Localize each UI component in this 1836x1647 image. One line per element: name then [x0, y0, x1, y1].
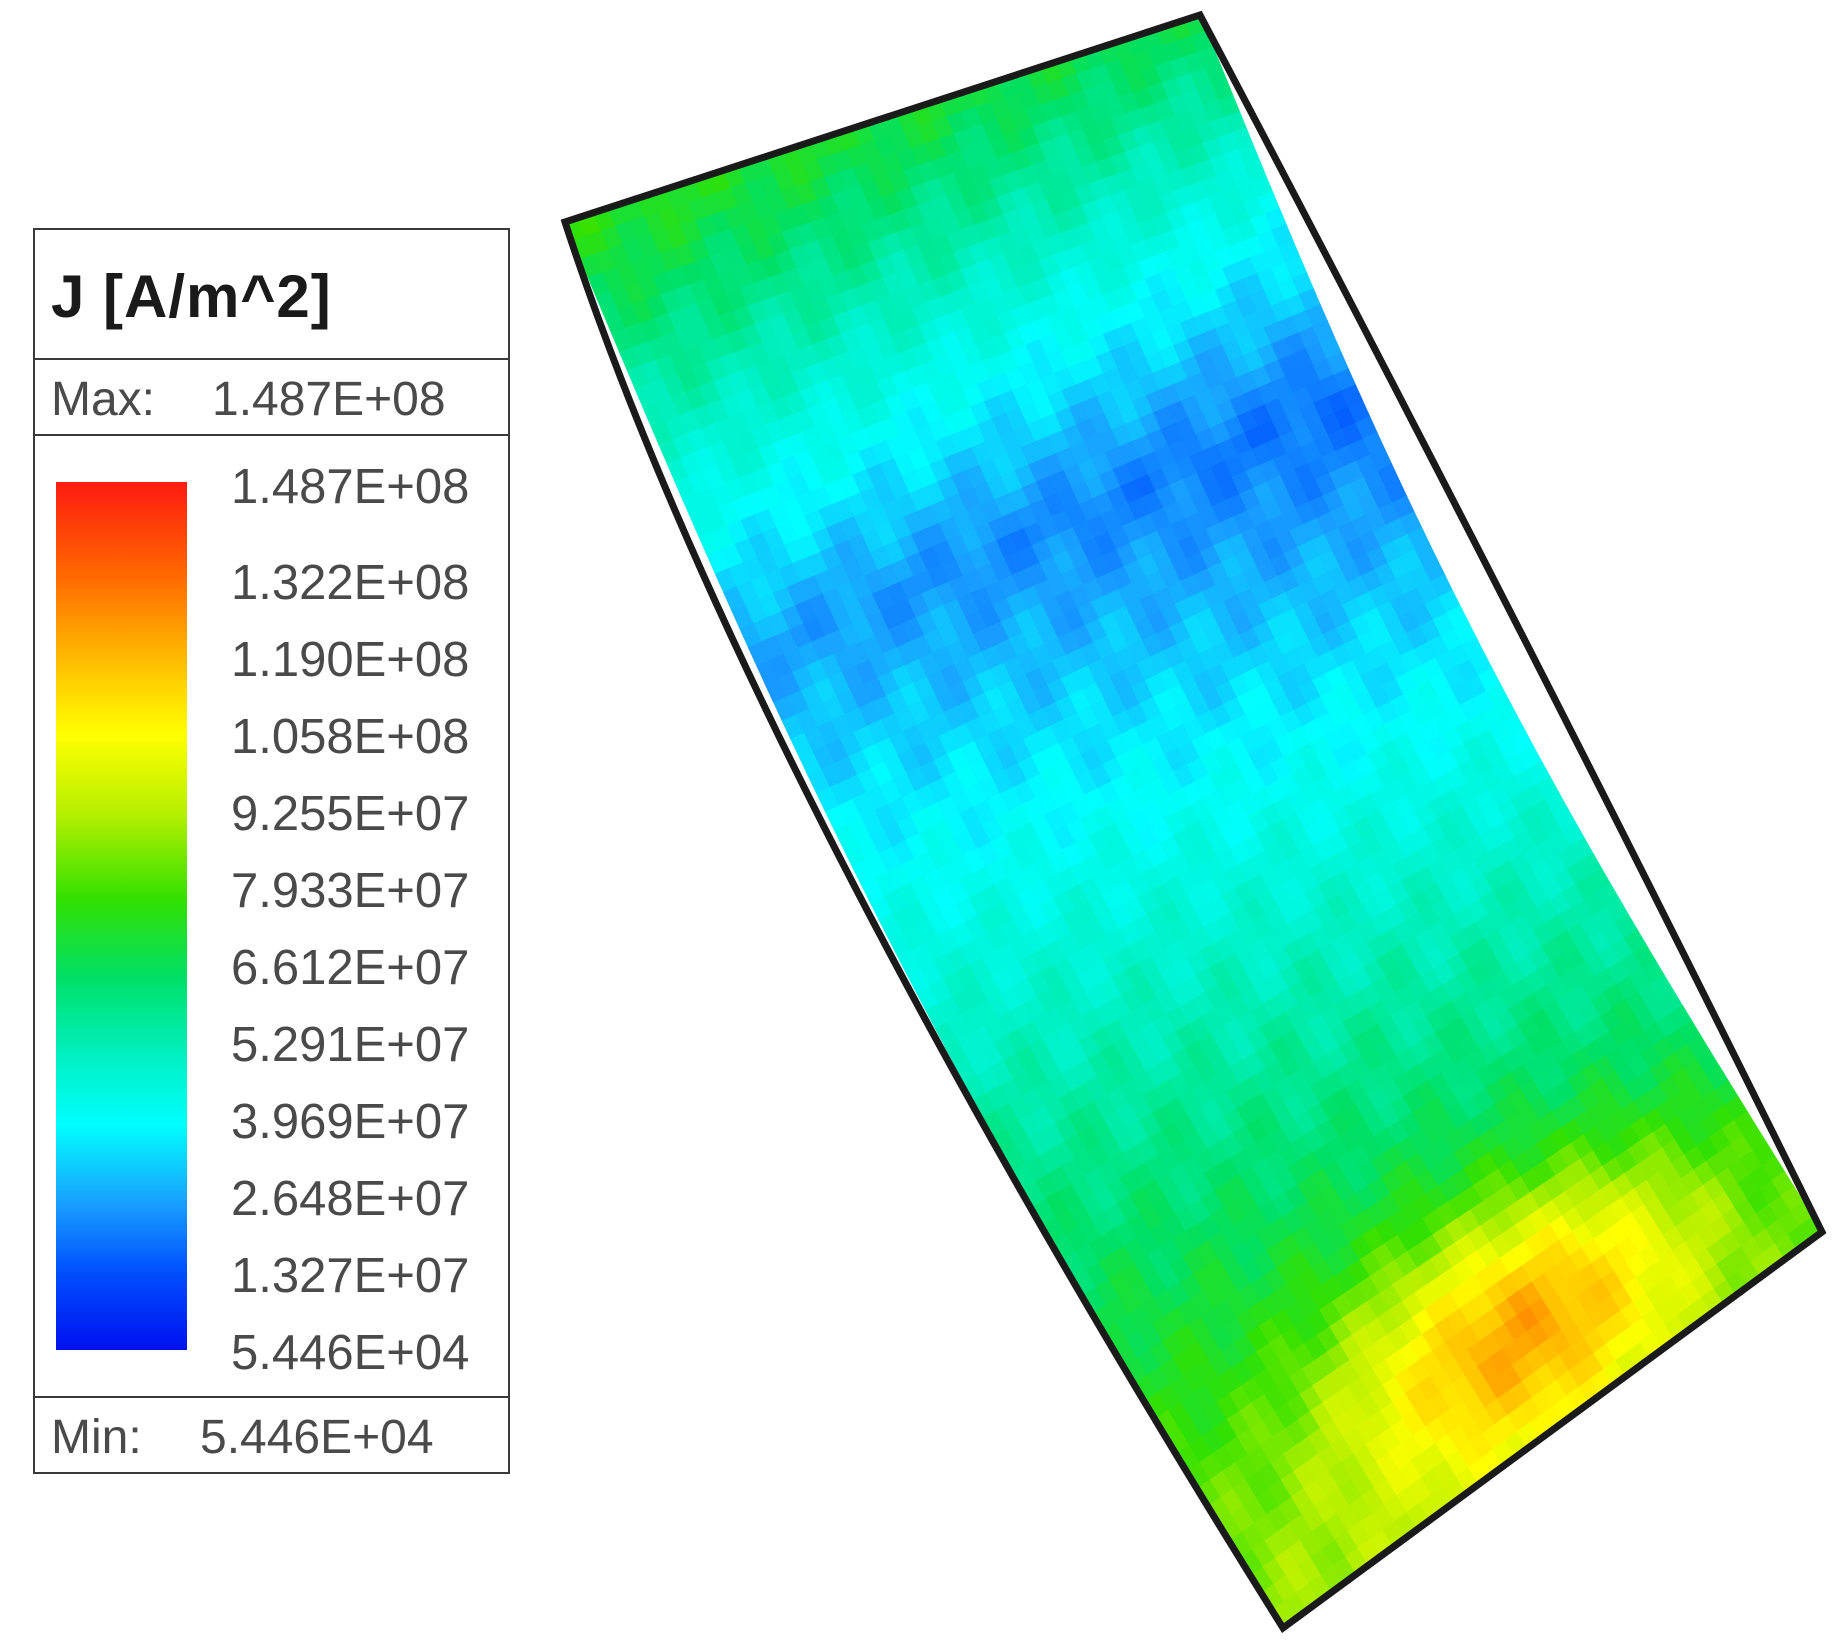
- tick-label: 1.322E+08: [231, 556, 470, 610]
- tick-label: 3.969E+07: [231, 1095, 470, 1149]
- min-label: Min:: [51, 1411, 142, 1464]
- tick-label: 6.612E+07: [231, 941, 470, 995]
- tick-label: 1.190E+08: [231, 633, 470, 687]
- legend-max-row: Max: 1.487E+08: [35, 360, 508, 436]
- tick-label: 5.446E+04: [231, 1326, 470, 1380]
- legend-min-row: Min: 5.446E+04: [35, 1396, 508, 1472]
- tick-label: 1.487E+08: [231, 460, 470, 514]
- tick-label: 1.327E+07: [231, 1249, 470, 1303]
- tick-label: 9.255E+07: [231, 787, 470, 841]
- tick-label: 2.648E+07: [231, 1172, 470, 1226]
- max-label: Max:: [51, 373, 156, 426]
- field-cells: [565, 15, 1822, 1628]
- legend-title-box: J [A/m^2]: [35, 230, 508, 360]
- color-scale-bar: [56, 482, 187, 1350]
- tick-label: 1.058E+08: [231, 710, 470, 764]
- tick-label: 5.291E+07: [231, 1018, 470, 1072]
- colorbar-legend: J [A/m^2] Max: 1.487E+08 1.487E+08 1.322…: [33, 228, 510, 1474]
- tick-label: 7.933E+07: [231, 864, 470, 918]
- legend-title: J [A/m^2]: [51, 263, 332, 330]
- min-value: 5.446E+04: [200, 1411, 434, 1464]
- max-value: 1.487E+08: [212, 373, 446, 426]
